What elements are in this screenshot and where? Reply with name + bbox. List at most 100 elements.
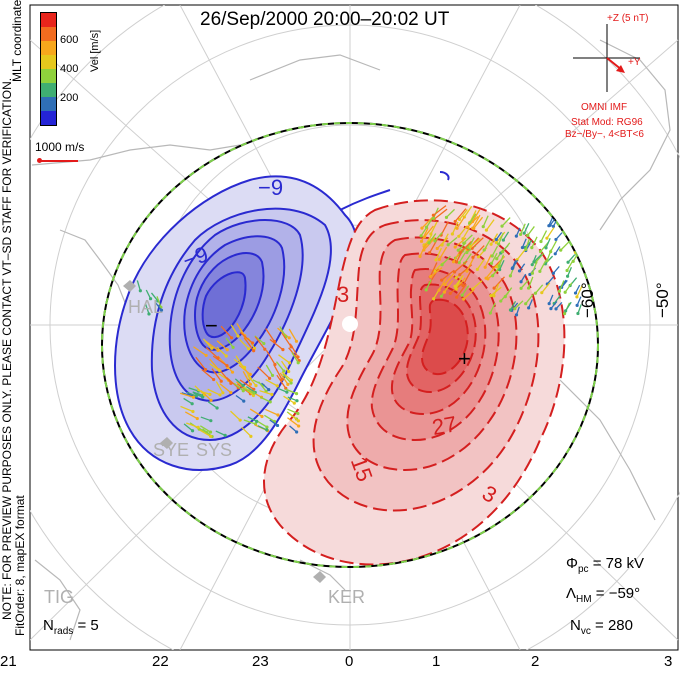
- velocity-vector: [259, 390, 273, 396]
- stat-lambda-hm: ΛHM = −59°: [566, 585, 640, 605]
- velocity-vector: [265, 349, 276, 365]
- positive-cell: [263, 199, 566, 566]
- imf-dial: [573, 24, 640, 92]
- velocity-vector: [183, 397, 193, 405]
- velocity-vector: [430, 267, 443, 278]
- stat-nrads-sub: rads: [53, 626, 74, 637]
- velocity-vector: [502, 231, 510, 241]
- velocity-vector: [273, 364, 283, 380]
- colorbar-segment: [41, 83, 56, 97]
- colorbar-tick-200: 200: [60, 92, 79, 104]
- velocity-vector: [458, 225, 468, 237]
- colorbar-segment: [41, 97, 56, 111]
- velocity-vector: [199, 429, 212, 437]
- velocity-vector: [546, 227, 555, 239]
- velocity-vector: [527, 226, 535, 236]
- velocity-vector: [279, 372, 289, 385]
- station-marker-ker: [313, 571, 326, 583]
- velocity-vector: [574, 242, 584, 253]
- imf-z-label: +Z (5 nT): [607, 13, 649, 24]
- velocity-vector: [235, 394, 245, 402]
- station-sys: SYS: [196, 440, 232, 460]
- coords-label: MLT coordinates: [10, 0, 24, 82]
- velocity-vector: [509, 300, 517, 311]
- velocity-vector: [249, 408, 263, 418]
- velocity-vector: [564, 282, 573, 293]
- station-marker-sye: [160, 437, 173, 449]
- velocity-vector: [520, 273, 527, 283]
- velocity-vector: [281, 360, 290, 372]
- velocity-vector: [515, 306, 520, 316]
- velocity-vector: [429, 262, 438, 278]
- velocity-vector: [275, 361, 285, 372]
- mlt-label-21: 21: [0, 653, 17, 670]
- velocity-vector: [541, 282, 551, 294]
- velocity-vector: [463, 234, 473, 244]
- velocity-vector: [225, 337, 234, 348]
- velocity-vector: [242, 387, 255, 394]
- velocity-vector: [457, 242, 467, 251]
- velocity-vector: [434, 232, 443, 242]
- velocity-vector: [183, 423, 193, 432]
- velocity-vector: [432, 205, 447, 216]
- velocity-vector: [531, 255, 537, 265]
- stat-lambda-sub: HM: [576, 594, 592, 605]
- velocity-vector: [483, 239, 491, 251]
- velocity-vector: [514, 300, 524, 310]
- velocity-vector: [256, 420, 268, 428]
- velocity-vector: [490, 252, 498, 264]
- velocity-vector: [220, 370, 232, 384]
- velocity-vector: [283, 395, 295, 404]
- stat-phi-sub: pc: [577, 564, 589, 575]
- velocity-vector: [278, 354, 290, 364]
- velocity-vector: [550, 240, 557, 252]
- stat-lambda-value: = −59°: [595, 585, 641, 602]
- colorbar-tick-600: 600: [60, 34, 79, 46]
- velocity-vector: [424, 225, 434, 238]
- velocity-vector: [207, 401, 218, 409]
- reference-vector-dot: [37, 158, 42, 163]
- velocity-vector: [490, 233, 499, 245]
- velocity-vector: [567, 254, 576, 263]
- velocity-vector: [456, 283, 467, 298]
- velocity-vector: [209, 363, 221, 372]
- stat-nvc-sub: vc: [580, 626, 591, 637]
- velocity-colorbar: [40, 12, 57, 126]
- velocity-vector: [576, 285, 583, 298]
- velocity-vector: [577, 304, 582, 314]
- velocity-vector: [234, 378, 244, 387]
- velocity-vector: [576, 296, 582, 306]
- lat-label-60: −60°: [578, 282, 597, 318]
- mlt-label-2: 2: [531, 653, 540, 670]
- velocity-vector: [485, 266, 496, 279]
- velocity-vector: [555, 302, 563, 310]
- velocity-vector: [287, 417, 300, 427]
- velocity-vector: [247, 416, 257, 422]
- velocity-vector: [179, 392, 194, 398]
- velocity-vector: [230, 410, 241, 421]
- velocity-vector: [539, 260, 547, 272]
- velocity-vector: [577, 217, 584, 226]
- velocity-vector: [546, 276, 554, 285]
- colorbar-segment: [41, 27, 56, 41]
- velocity-vector: [528, 299, 533, 309]
- velocity-vector: [281, 371, 292, 381]
- velocity-vector: [552, 266, 560, 274]
- velocity-vector: [202, 338, 213, 349]
- colorbar-axis-label: Vel [m/s]: [89, 29, 101, 72]
- velocity-vector: [498, 232, 504, 245]
- stat-nvc-value: = 280: [595, 617, 633, 634]
- velocity-vector: [216, 346, 227, 357]
- velocity-vector: [265, 328, 275, 342]
- velocity-vector: [516, 249, 526, 261]
- velocity-vector: [420, 227, 429, 242]
- velocity-vector: [491, 245, 499, 257]
- velocity-vector: [565, 301, 572, 312]
- velocity-vector: [265, 364, 274, 376]
- velocity-vector: [257, 425, 268, 431]
- velocity-vector: [259, 396, 271, 403]
- velocity-vector: [188, 387, 199, 392]
- station-sye: SYE: [153, 440, 189, 460]
- velocity-vector: [535, 252, 545, 263]
- velocity-vector: [454, 260, 468, 273]
